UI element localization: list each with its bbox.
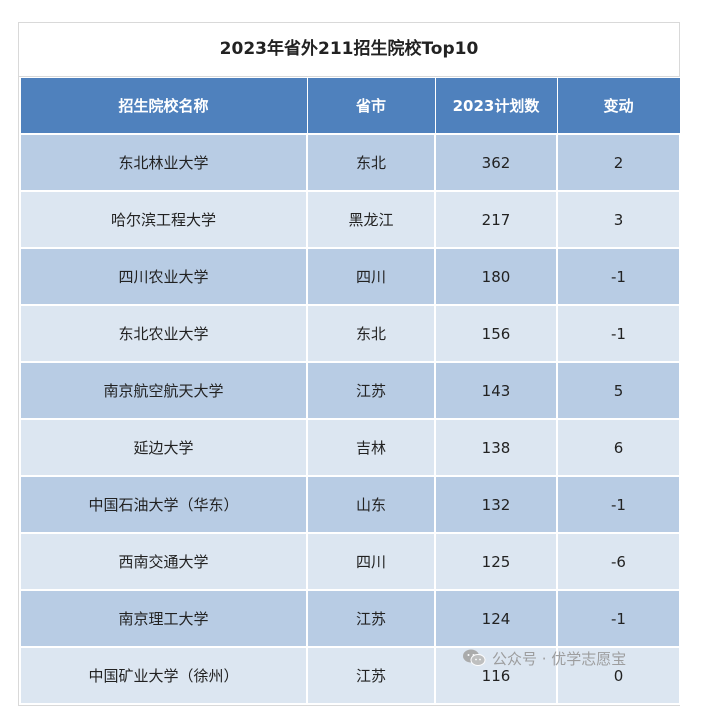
cell-province: 东北: [306, 133, 436, 192]
cell-plan-count: 138: [434, 418, 558, 477]
cell-province: 东北: [306, 304, 436, 363]
cell-school: 延边大学: [19, 418, 308, 477]
cell-plan-count: 180: [434, 247, 558, 306]
cell-plan-count: 143: [434, 361, 558, 420]
cell-plan-count: 156: [434, 304, 558, 363]
cell-plan-count: 362: [434, 133, 558, 192]
table-row: 南京航空航天大学 江苏 143 5: [19, 361, 681, 420]
cell-change: 0: [556, 646, 681, 705]
cell-change: -1: [556, 304, 681, 363]
cell-change: 2: [556, 133, 681, 192]
table-row: 中国矿业大学（徐州） 江苏 116 0: [19, 646, 681, 705]
table-row: 哈尔滨工程大学 黑龙江 217 3: [19, 190, 681, 249]
table-row: 东北农业大学 东北 156 -1: [19, 304, 681, 363]
wechat-icon: [463, 649, 486, 666]
table-row: 四川农业大学 四川 180 -1: [19, 247, 681, 306]
cell-school: 中国矿业大学（徐州）: [19, 646, 308, 705]
cell-plan-count: 124: [434, 589, 558, 648]
cell-change: -1: [556, 475, 681, 534]
table-title: 2023年省外211招生院校Top10: [19, 23, 679, 77]
cell-plan-count: 217: [434, 190, 558, 249]
cell-school: 南京航空航天大学: [19, 361, 308, 420]
cell-school: 南京理工大学: [19, 589, 308, 648]
cell-province: 江苏: [306, 361, 436, 420]
cell-school: 西南交通大学: [19, 532, 308, 591]
cell-province: 吉林: [306, 418, 436, 477]
cell-change: -6: [556, 532, 681, 591]
cell-plan-count: 132: [434, 475, 558, 534]
cell-change: -1: [556, 589, 681, 648]
cell-province: 江苏: [306, 589, 436, 648]
cell-province: 江苏: [306, 646, 436, 705]
cell-school: 东北农业大学: [19, 304, 308, 363]
cell-change: 5: [556, 361, 681, 420]
cell-change: 3: [556, 190, 681, 249]
table-row: 东北林业大学 东北 362 2: [19, 133, 681, 192]
ranking-table: 招生院校名称 省市 2023计划数 变动 东北林业大学 东北 362 2 哈尔滨工程大学…: [19, 77, 681, 705]
column-header-school: 招生院校名称: [19, 77, 308, 135]
cell-change: 6: [556, 418, 681, 477]
table-row: 西南交通大学 四川 125 -6: [19, 532, 681, 591]
watermark-text: 公众号 · 优学志愿宝: [492, 649, 627, 668]
column-header-province: 省市: [306, 77, 436, 135]
cell-change: -1: [556, 247, 681, 306]
cell-province: 山东: [306, 475, 436, 534]
cell-school: 中国石油大学（华东）: [19, 475, 308, 534]
table-body: 东北林业大学 东北 362 2 哈尔滨工程大学 黑龙江 217 3 四川农业大学 四川 180 -1 东…: [19, 133, 681, 705]
cell-plan-count: 125: [434, 532, 558, 591]
table-row: 延边大学 吉林 138 6: [19, 418, 681, 477]
cell-school: 四川农业大学: [19, 247, 308, 306]
ranking-table-container: 2023年省外211招生院校Top10 招生院校名称 省市 2023计划数 变动…: [18, 22, 681, 706]
cell-province: 四川: [306, 247, 436, 306]
cell-school: 哈尔滨工程大学: [19, 190, 308, 249]
column-header-change: 变动: [556, 77, 681, 135]
cell-province: 黑龙江: [306, 190, 436, 249]
watermark: 公众号 · 优学志愿宝: [462, 646, 626, 670]
cell-school: 东北林业大学: [19, 133, 308, 192]
header-row: 招生院校名称 省市 2023计划数 变动: [19, 77, 681, 135]
column-header-plan-count: 2023计划数: [434, 77, 558, 135]
table-row: 南京理工大学 江苏 124 -1: [19, 589, 681, 648]
cell-province: 四川: [306, 532, 436, 591]
table-row: 中国石油大学（华东） 山东 132 -1: [19, 475, 681, 534]
